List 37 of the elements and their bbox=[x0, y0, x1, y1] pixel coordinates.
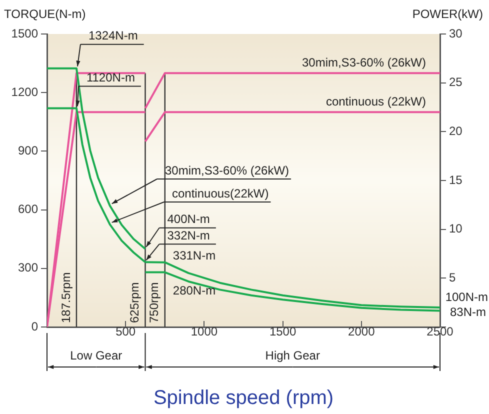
x-tick-label: 1000 bbox=[190, 324, 218, 339]
text: Low Gear bbox=[70, 348, 122, 362]
x-tick-label: 2500 bbox=[426, 324, 454, 339]
y-axis-title: TORQUE(N-m) bbox=[4, 7, 86, 21]
annotation: 400N-m bbox=[167, 212, 210, 226]
x-tick-label: 1500 bbox=[269, 324, 296, 339]
series-label: 30mim,S3-60% (26kW) bbox=[302, 55, 426, 70]
y2-tick-label: 15 bbox=[449, 172, 463, 187]
y2-tick-label: 25 bbox=[449, 75, 463, 90]
ref-line-label: 625rpm bbox=[128, 282, 142, 323]
annotation: 1120N-m bbox=[86, 70, 135, 85]
annotation: 332N-m bbox=[167, 228, 210, 242]
x-axis-title: Spindle speed (rpm) bbox=[153, 387, 334, 409]
x-tick-label: 2000 bbox=[348, 324, 376, 339]
series-label: continuous (22kW) bbox=[326, 94, 426, 108]
text: High Gear bbox=[265, 348, 320, 362]
ref-line-label: 187.5rpm bbox=[58, 272, 73, 323]
y-tick-label: 1200 bbox=[11, 84, 38, 99]
y-tick-label: 600 bbox=[18, 202, 38, 216]
y2-tick-label: 30 bbox=[449, 26, 463, 40]
y2-tick-label: 10 bbox=[449, 222, 463, 236]
text: 30mim,S3-60% (26kW) bbox=[165, 163, 290, 178]
annotation: 280N-m bbox=[172, 284, 216, 298]
ref-line-label: 750rpm bbox=[147, 282, 162, 323]
y2-tick-label: 5 bbox=[449, 270, 456, 284]
annotation: 1324N-m bbox=[88, 28, 138, 43]
annotation: 331N-m bbox=[172, 248, 216, 263]
y2-tick-label: 20 bbox=[449, 124, 463, 138]
annotation: 100N-m bbox=[445, 290, 488, 304]
annotation: 83N-m bbox=[450, 305, 486, 320]
y-tick-label: 0 bbox=[31, 319, 38, 334]
y2-axis-title: POWER(kW) bbox=[412, 7, 483, 21]
x-tick-label: 500 bbox=[116, 324, 136, 339]
y-tick-label: 1500 bbox=[11, 26, 38, 40]
text: continuous(22kW) bbox=[172, 186, 269, 200]
y-tick-label: 900 bbox=[18, 144, 38, 158]
y-tick-label: 300 bbox=[18, 260, 38, 275]
